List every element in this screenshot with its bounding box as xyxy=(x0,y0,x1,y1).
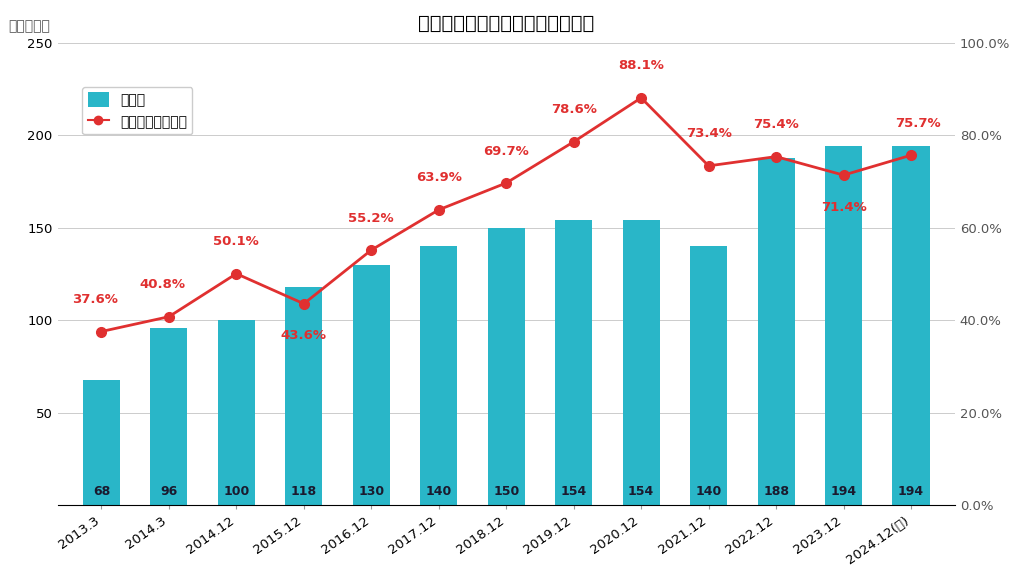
Text: 73.4%: 73.4% xyxy=(686,127,731,141)
Text: 150: 150 xyxy=(494,485,519,498)
配当性向（右軸） xyxy=(366,246,378,253)
Bar xyxy=(758,157,795,505)
Bar xyxy=(151,328,187,505)
Text: 154: 154 xyxy=(560,485,587,498)
Bar xyxy=(83,379,120,505)
Bar xyxy=(893,146,930,505)
Text: 78.6%: 78.6% xyxy=(551,103,597,116)
Text: 130: 130 xyxy=(358,485,384,498)
Text: 69.7%: 69.7% xyxy=(483,145,529,157)
Bar xyxy=(623,220,659,505)
Text: （円／株）: （円／株） xyxy=(8,20,50,34)
配当性向（右軸） xyxy=(635,94,647,101)
配当性向（右軸） xyxy=(163,313,175,320)
Text: 50.1%: 50.1% xyxy=(213,235,259,248)
Text: 68: 68 xyxy=(93,485,110,498)
配当性向（右軸） xyxy=(702,162,715,169)
配当性向（右軸） xyxy=(432,206,444,213)
Text: 43.6%: 43.6% xyxy=(281,329,327,342)
Text: 40.8%: 40.8% xyxy=(139,278,185,291)
Text: 100: 100 xyxy=(223,485,250,498)
Text: 140: 140 xyxy=(695,485,722,498)
Text: 118: 118 xyxy=(291,485,316,498)
Text: 194: 194 xyxy=(830,485,857,498)
Bar xyxy=(286,287,323,505)
Text: 188: 188 xyxy=(763,485,790,498)
Bar xyxy=(218,320,255,505)
Bar xyxy=(352,265,390,505)
Text: 37.6%: 37.6% xyxy=(72,293,118,306)
配当性向（右軸） xyxy=(230,270,243,277)
Text: 154: 154 xyxy=(628,485,654,498)
Bar xyxy=(420,246,458,505)
配当性向（右軸） xyxy=(567,138,580,145)
Text: 140: 140 xyxy=(426,485,452,498)
配当性向（右軸） xyxy=(500,180,512,187)
Text: 63.9%: 63.9% xyxy=(416,171,462,184)
Text: 75.7%: 75.7% xyxy=(895,117,941,130)
Bar xyxy=(690,246,727,505)
Bar xyxy=(487,228,524,505)
配当性向（右軸） xyxy=(770,153,782,160)
Text: 71.4%: 71.4% xyxy=(820,200,866,214)
Bar xyxy=(555,220,592,505)
Text: 88.1%: 88.1% xyxy=(618,59,665,73)
Text: 96: 96 xyxy=(160,485,177,498)
配当性向（右軸） xyxy=(838,171,850,178)
Bar xyxy=(825,146,862,505)
Legend: 配当金, 配当性向（右軸）: 配当金, 配当性向（右軸） xyxy=(82,87,193,134)
配当性向（右軸） xyxy=(95,328,108,335)
Title: 「配当金」・「配当性向」の推移: 「配当金」・「配当性向」の推移 xyxy=(418,14,594,33)
配当性向（右軸） xyxy=(298,300,310,307)
Text: 55.2%: 55.2% xyxy=(348,211,394,225)
配当性向（右軸） xyxy=(905,152,918,159)
Text: 194: 194 xyxy=(898,485,924,498)
Text: 75.4%: 75.4% xyxy=(754,118,799,131)
Line: 配当性向（右軸）: 配当性向（右軸） xyxy=(96,93,915,336)
